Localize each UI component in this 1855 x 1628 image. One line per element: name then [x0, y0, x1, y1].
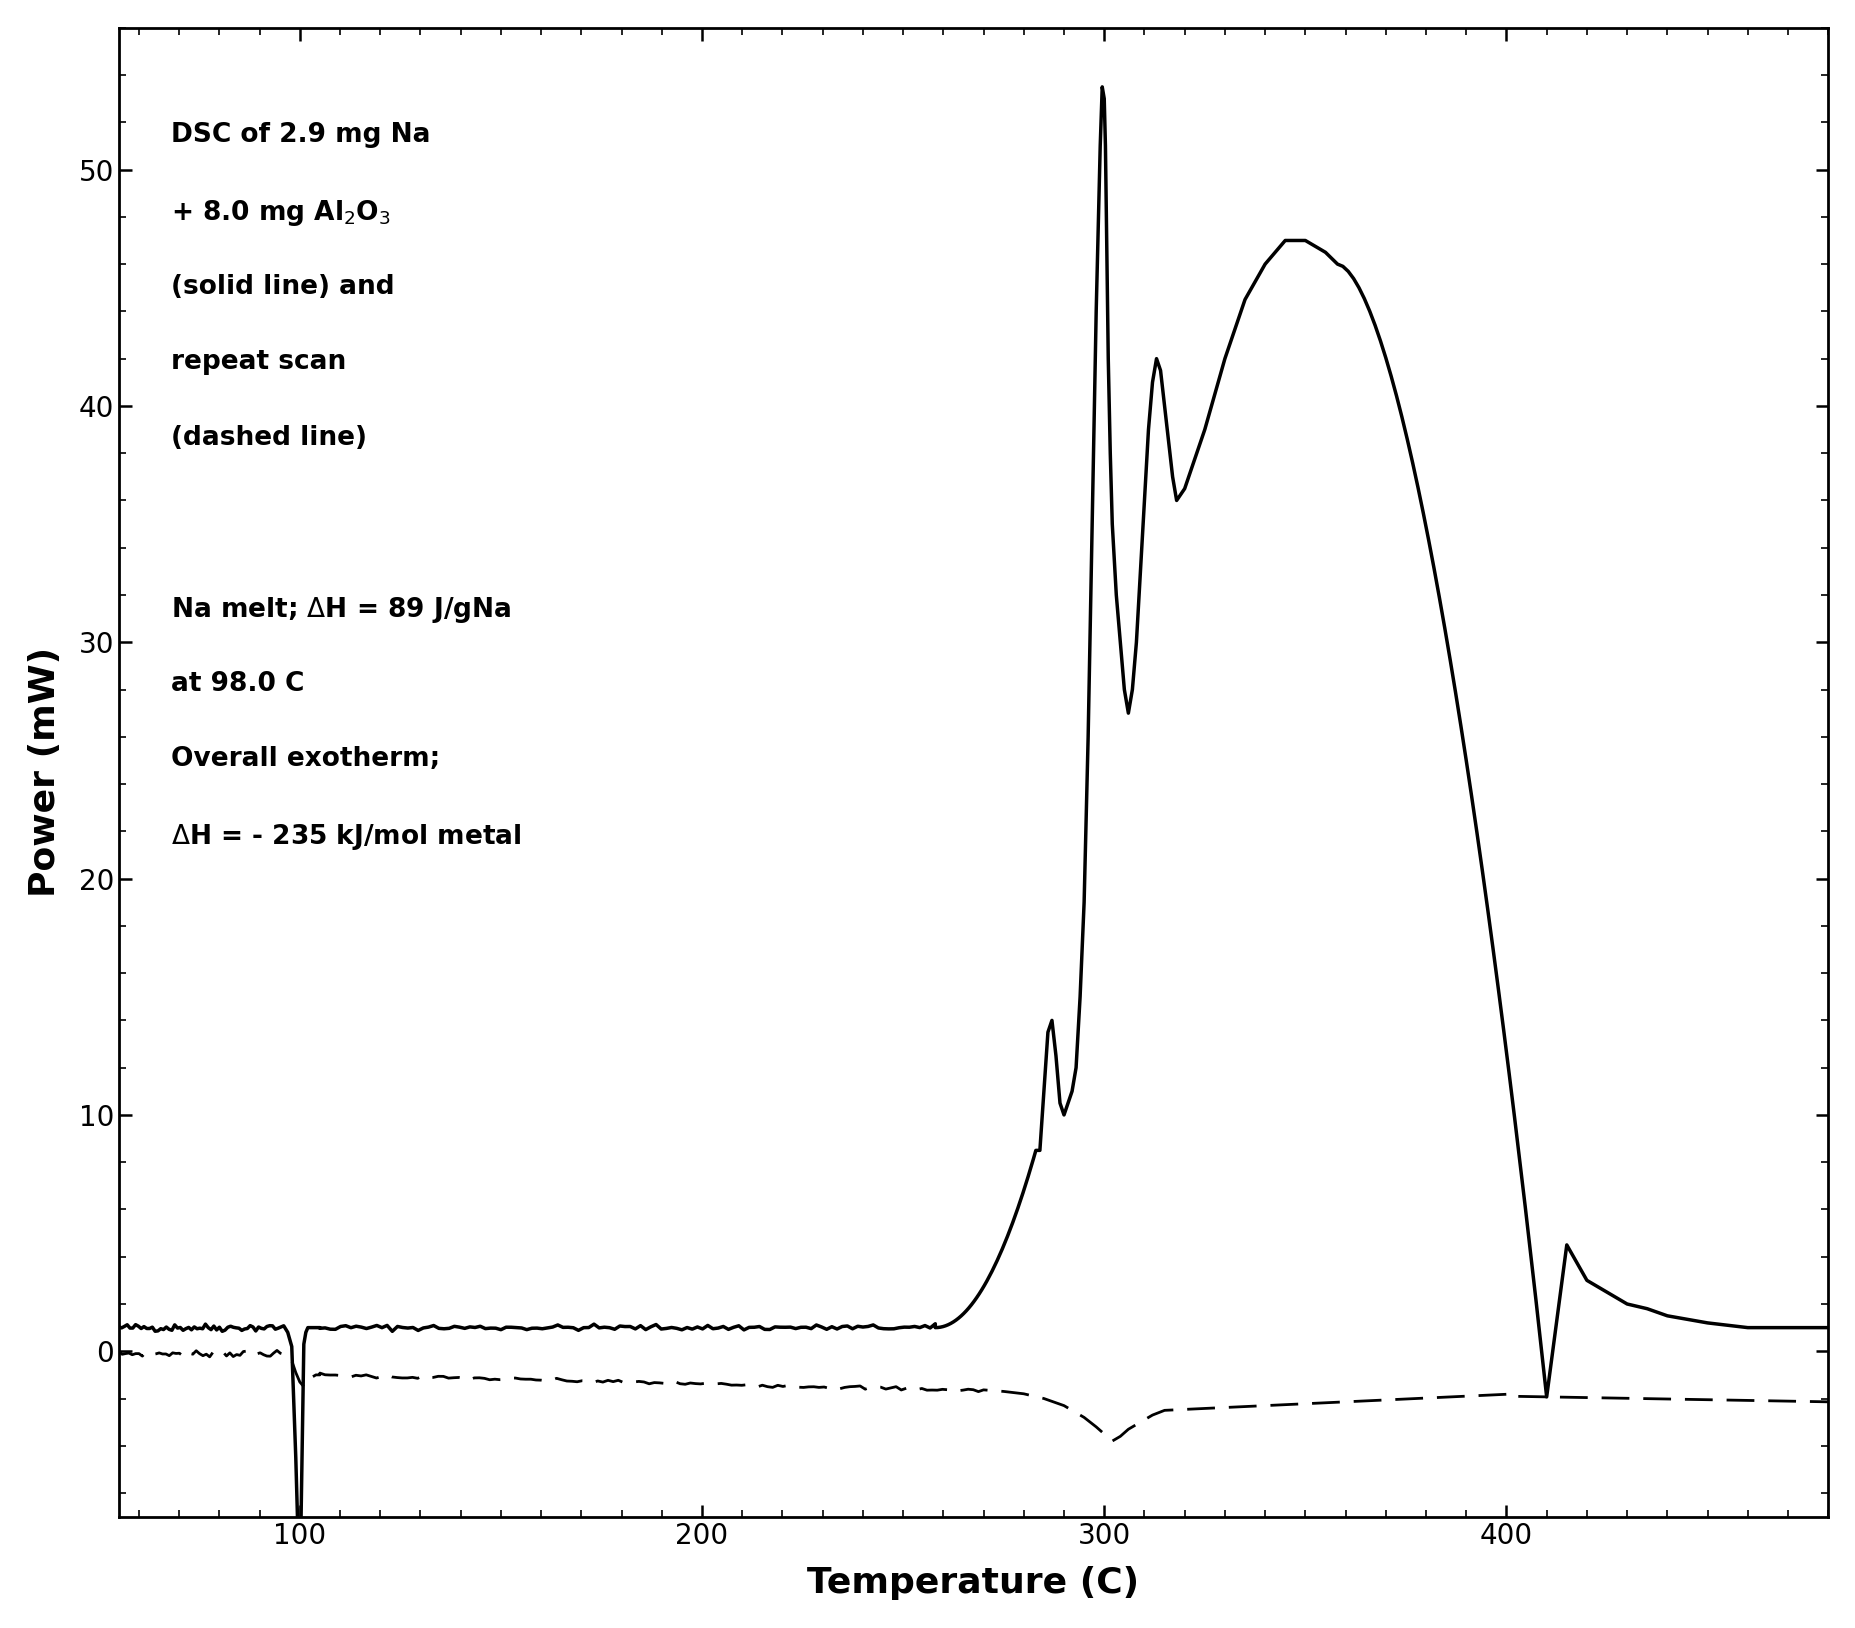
Text: Overall exotherm;: Overall exotherm;	[171, 746, 440, 772]
Text: + 8.0 mg Al$_2$O$_3$: + 8.0 mg Al$_2$O$_3$	[171, 199, 391, 228]
X-axis label: Temperature (C): Temperature (C)	[807, 1566, 1139, 1600]
Text: DSC of 2.9 mg Na: DSC of 2.9 mg Na	[171, 122, 430, 148]
Text: $\Delta$H = - 235 kJ/mol metal: $\Delta$H = - 235 kJ/mol metal	[171, 822, 521, 851]
Text: (dashed line): (dashed line)	[171, 425, 367, 451]
Text: at 98.0 C: at 98.0 C	[171, 671, 304, 697]
Text: repeat scan: repeat scan	[171, 348, 347, 374]
Text: Na melt; $\Delta$H = 89 J/gNa: Na melt; $\Delta$H = 89 J/gNa	[171, 594, 512, 625]
Text: (solid line) and: (solid line) and	[171, 274, 395, 300]
Y-axis label: Power (mW): Power (mW)	[28, 648, 61, 897]
